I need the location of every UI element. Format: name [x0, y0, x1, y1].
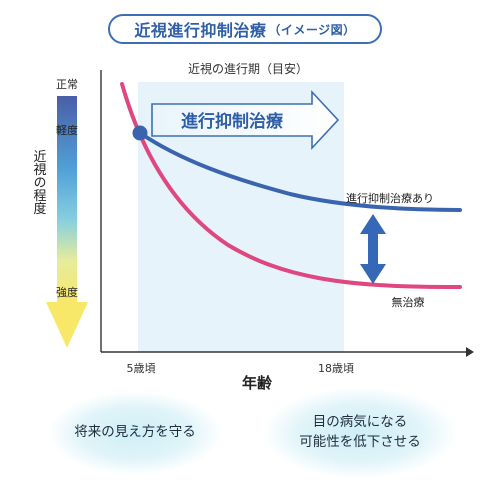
title-pill: 近視進行抑制治療 （イメージ図） — [108, 14, 382, 44]
x-axis-arrowhead — [466, 347, 474, 357]
benefit-reduce-risk: 目の病気になる 可能性を低下させる — [265, 388, 455, 478]
title-main: 近視進行抑制治療 — [134, 21, 267, 40]
treated-curve-label: 進行抑制治療あり — [346, 191, 434, 205]
period-label: 近視の進行期（目安） — [188, 61, 308, 76]
severity-arrowhead — [46, 302, 88, 348]
treatment-arrow-label: 進行抑制治療 — [181, 111, 284, 132]
benefit-reduce-risk-line2: 可能性を低下させる — [299, 434, 421, 450]
title-sub: （イメージ図） — [268, 22, 356, 37]
severity-gradient-bar — [57, 96, 77, 302]
severity-strong-label: 強度 — [56, 285, 78, 299]
x-tick-end: 18歳頃 — [318, 362, 354, 375]
severity-axis-title: 近視の程度 — [31, 150, 47, 215]
difference-double-arrow — [360, 214, 386, 284]
x-tick-start: 5歳頃 — [127, 362, 156, 375]
untreated-curve-label: 無治療 — [392, 295, 425, 309]
benefit-protect-vision: 将来の見え方を守る — [50, 392, 220, 474]
x-axis-title: 年齢 — [242, 374, 273, 392]
severity-top-label: 正常 — [56, 78, 78, 91]
benefit-reduce-risk-line1: 目の病気になる — [312, 414, 408, 431]
treatment-arrow — [151, 89, 340, 151]
treated-curve — [138, 131, 462, 212]
start-point — [132, 125, 148, 141]
severity-mild-label: 軽度 — [56, 123, 78, 137]
benefit-protect-vision-text: 将来の見え方を守る — [74, 424, 196, 441]
